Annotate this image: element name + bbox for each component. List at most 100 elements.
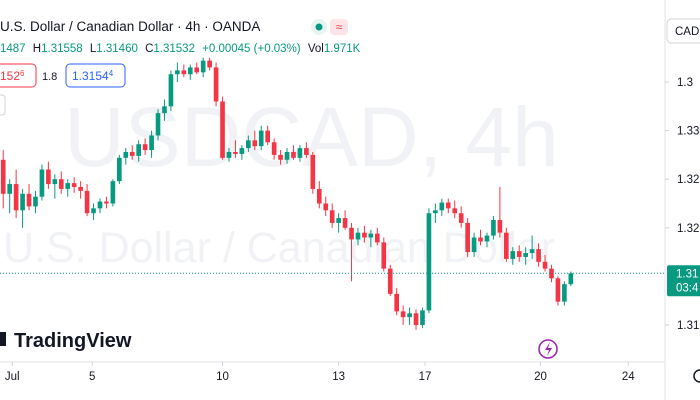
candle-body bbox=[220, 101, 225, 158]
candle-body bbox=[207, 60, 212, 68]
candle-body bbox=[71, 183, 77, 187]
alert-icon[interactable] bbox=[538, 339, 558, 359]
candle-body bbox=[439, 202, 445, 211]
candle-body bbox=[342, 218, 348, 228]
close-value: 1.31532 bbox=[153, 43, 195, 55]
candle-body bbox=[387, 268, 393, 294]
candle-body bbox=[226, 151, 232, 158]
candle-body bbox=[39, 169, 45, 197]
candle-body bbox=[394, 293, 399, 312]
candle-body bbox=[362, 232, 367, 238]
candle-body bbox=[97, 201, 103, 209]
y-tick-label: 1.3 bbox=[677, 77, 693, 89]
candle-body bbox=[375, 233, 380, 243]
x-tick-label: Jul bbox=[5, 371, 20, 383]
sell-main: 152 bbox=[0, 69, 20, 83]
spread: 1.8 bbox=[42, 71, 57, 83]
candle-body bbox=[452, 208, 458, 214]
vol-value: 1.971K bbox=[324, 43, 361, 55]
candle-body bbox=[181, 70, 187, 75]
candle-body bbox=[329, 210, 335, 223]
candle-body bbox=[478, 237, 483, 242]
candle-body bbox=[13, 184, 19, 211]
candle-body bbox=[542, 261, 548, 269]
buy-button[interactable] bbox=[65, 63, 126, 88]
candle-body bbox=[33, 196, 38, 207]
candle-body bbox=[78, 186, 83, 191]
candle-body bbox=[529, 249, 535, 254]
y-tick-label: 1.31 bbox=[677, 320, 699, 332]
delay-icon: ≈ bbox=[336, 20, 343, 34]
candle-body bbox=[536, 249, 541, 262]
candle-body bbox=[445, 202, 451, 209]
candle-body bbox=[136, 144, 141, 156]
price-label: 1.31 bbox=[676, 268, 698, 280]
logo-icon bbox=[0, 332, 6, 346]
candle-body bbox=[168, 74, 174, 107]
candle-body bbox=[491, 220, 496, 236]
candle-body bbox=[310, 154, 316, 189]
candle-body bbox=[471, 237, 477, 253]
candle-body bbox=[239, 148, 245, 154]
candle-body bbox=[400, 311, 406, 318]
candle-body bbox=[65, 183, 71, 189]
candle-body bbox=[284, 151, 290, 160]
candle-body bbox=[26, 193, 32, 207]
settings-icon[interactable] bbox=[693, 369, 700, 383]
sell-sup: 6 bbox=[20, 69, 25, 78]
candle-body bbox=[568, 273, 574, 285]
candle-body bbox=[504, 232, 509, 259]
candle-body bbox=[84, 190, 90, 214]
change-value: +0.00045 (+0.03%) bbox=[202, 43, 301, 55]
candle-body bbox=[297, 148, 303, 158]
price-label-box bbox=[667, 265, 700, 297]
candle-body bbox=[433, 210, 438, 214]
candle-body bbox=[123, 151, 129, 158]
x-tick-label: 13 bbox=[332, 371, 345, 383]
candle-body bbox=[549, 268, 554, 279]
candle-body bbox=[155, 113, 161, 136]
collapse-button[interactable] bbox=[0, 94, 6, 116]
candle-body bbox=[52, 179, 58, 185]
candle-body bbox=[213, 67, 219, 102]
candle-body bbox=[484, 235, 490, 242]
logo-text: TradingView bbox=[14, 330, 132, 352]
candle-body bbox=[142, 144, 148, 151]
high-value: 1.31558 bbox=[41, 43, 83, 55]
candle-body bbox=[458, 213, 464, 223]
currency-label: CAD bbox=[675, 26, 699, 38]
open-value: 1487 bbox=[0, 43, 26, 55]
sell-button[interactable] bbox=[0, 63, 37, 88]
candle-body bbox=[187, 67, 193, 75]
x-tick-label: 20 bbox=[534, 371, 547, 383]
candle-body bbox=[497, 220, 503, 233]
status-dot bbox=[315, 23, 323, 31]
candle-body bbox=[20, 193, 25, 211]
plot-area bbox=[0, 57, 665, 330]
vol-label: Vol bbox=[308, 43, 324, 55]
candle-body bbox=[271, 142, 277, 155]
y-tick-label: 1.32 bbox=[677, 223, 699, 235]
candle-body bbox=[381, 242, 387, 269]
candle-body bbox=[516, 251, 522, 257]
currency-button[interactable] bbox=[666, 18, 700, 44]
candle-body bbox=[149, 135, 154, 151]
candle-body bbox=[316, 188, 322, 204]
x-tick-label: 10 bbox=[216, 371, 229, 383]
alert-bolt bbox=[545, 342, 552, 356]
candle-body bbox=[200, 60, 206, 73]
candle-body bbox=[413, 313, 419, 325]
candle-body bbox=[368, 233, 374, 238]
candle-body bbox=[562, 284, 567, 302]
candle-body bbox=[175, 70, 180, 75]
candle-body bbox=[465, 222, 470, 253]
delay-badge[interactable] bbox=[330, 19, 348, 35]
symbol-title: U.S. Dollar / Canadian Dollar · 4h · OAN… bbox=[0, 19, 260, 34]
sell-price: 1526 bbox=[0, 69, 25, 83]
candle-body bbox=[117, 157, 122, 182]
candle-body bbox=[523, 253, 529, 257]
candle-body bbox=[233, 151, 238, 154]
buy-price: 1.31544 bbox=[72, 69, 114, 83]
x-tick-label: 17 bbox=[419, 371, 432, 383]
